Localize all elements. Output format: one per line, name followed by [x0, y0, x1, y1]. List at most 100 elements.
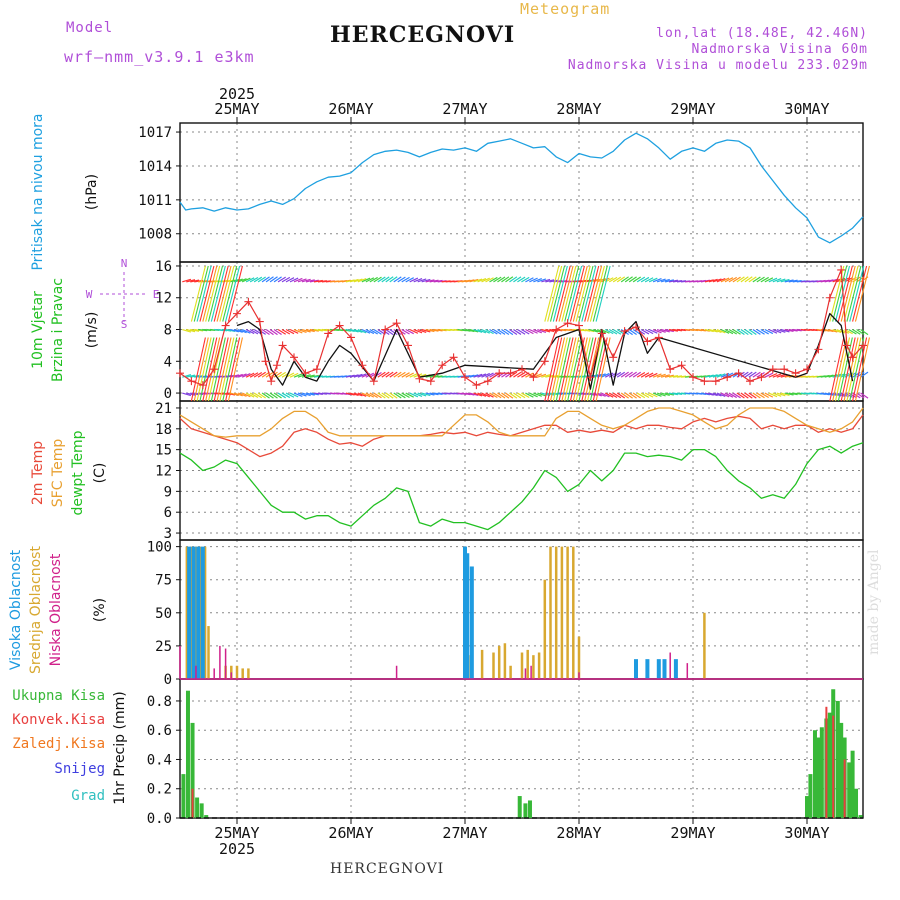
wind-direction-arrow	[652, 392, 662, 397]
wind-speed-marker	[746, 377, 754, 386]
wind-direction-arrow	[393, 392, 402, 399]
wind-direction-arrow	[469, 278, 479, 283]
cloud-low-bar	[395, 665, 398, 679]
wind-direction-arrow	[357, 328, 367, 334]
bottom-date-label: 28MAY	[556, 824, 601, 842]
wind-direction-arrow	[764, 372, 774, 378]
wind-direction-arrow	[768, 328, 778, 334]
wind-direction-arrow	[628, 329, 637, 336]
wind-direction-arrow	[780, 328, 790, 333]
precip-total-bar	[835, 700, 840, 818]
wind-direction-arrow	[620, 371, 629, 378]
wind-speed-marker	[495, 369, 504, 378]
wind-direction-arrow	[824, 328, 834, 333]
wind-direction-arrow	[401, 328, 410, 335]
wind-direction-arrow	[281, 276, 291, 283]
wind-direction-arrow	[604, 392, 614, 398]
wind-direction-arrow	[393, 371, 402, 378]
wind-direction-arrow	[784, 328, 794, 333]
wind-direction-arrow	[261, 329, 270, 336]
wind-direction-arrow	[501, 392, 510, 399]
wind-direction-arrow	[760, 392, 769, 398]
wind-direction-arrow	[413, 277, 423, 283]
cloud-low-bar	[686, 663, 689, 679]
altitude-label: Nadmorska Visina 60m	[691, 42, 868, 57]
wind-direction-arrow	[652, 278, 662, 283]
wind-hatch-line	[840, 265, 856, 322]
wind-hatch-line	[567, 265, 583, 322]
wind-speed-marker	[609, 353, 618, 362]
wind-hatch-line	[202, 265, 218, 322]
wind-direction-arrow	[373, 276, 382, 283]
wind-direction-arrow	[485, 392, 494, 398]
compass-west-label: W	[86, 288, 93, 301]
wind-direction-arrow	[716, 373, 726, 378]
wind-direction-arrow	[716, 277, 726, 283]
wind-direction-arrow	[401, 276, 410, 283]
precip-total-bar	[816, 737, 821, 818]
wind-direction-arrow	[724, 372, 734, 378]
precip-total-bar	[827, 712, 832, 818]
wind-direction-arrow	[828, 328, 838, 333]
wind-direction-arrow	[297, 328, 307, 334]
temp-unit: (C)	[92, 463, 108, 484]
wind-direction-arrow	[776, 392, 786, 397]
wind-direction-arrow	[289, 328, 299, 334]
wind-direction-arrow	[652, 328, 662, 334]
bottom-date-label: 30MAY	[784, 824, 829, 842]
wind-direction-arrow	[708, 392, 718, 397]
wind-direction-arrow	[517, 392, 526, 399]
wind-speed-marker	[210, 365, 219, 374]
wind-direction-arrow	[549, 392, 559, 396]
cloud-mid-bar	[549, 546, 552, 679]
wind-direction-arrow	[509, 276, 518, 283]
wind-direction-arrow	[245, 328, 255, 335]
wind-hatch-line	[558, 337, 574, 402]
wind-direction-arrow	[309, 374, 319, 378]
wind-hatch-line	[840, 337, 856, 402]
wind-hatch-line	[210, 265, 226, 322]
wind-unit: (m/s)	[84, 312, 100, 349]
wind-direction-arrow	[361, 328, 371, 334]
y-tick-label: 0	[164, 672, 172, 688]
wind-direction-arrow	[656, 328, 666, 333]
cloud-high-bar	[634, 659, 638, 679]
wind-direction-arrow	[421, 278, 431, 283]
pressure-title: Pritisak na nivou mora	[30, 113, 46, 270]
wind-direction-arrow	[744, 371, 753, 378]
wind-direction-arrow	[604, 372, 614, 378]
wind-hatch-line	[205, 265, 221, 322]
wind-direction-arrow	[385, 276, 394, 283]
wind-direction-arrow	[493, 276, 502, 283]
wind-direction-arrow	[612, 392, 622, 399]
y-tick-label: 4	[164, 354, 172, 370]
precip-frozen-title: Zaledj.Kisa	[12, 736, 105, 752]
wind-direction-arrow	[433, 328, 443, 332]
wind-hatch-line	[595, 337, 611, 402]
compass-east-label: E	[153, 288, 160, 301]
wind-direction-arrow	[237, 392, 247, 397]
precip-total-bar	[204, 815, 209, 818]
wind-speed-marker	[575, 321, 583, 330]
wind-direction-arrow	[253, 371, 263, 378]
wind-direction-arrow	[405, 277, 414, 283]
wind-direction-arrow	[664, 392, 674, 396]
wind-direction-arrow	[241, 372, 251, 378]
wind-hatch-line	[219, 337, 235, 402]
wind-direction-arrow	[429, 279, 439, 283]
wind-direction-arrow	[285, 328, 295, 335]
wind-direction-arrow	[413, 392, 423, 397]
wind-hatch-line	[216, 337, 232, 402]
wind-direction-arrow	[265, 329, 274, 336]
wind-direction-arrow	[353, 328, 363, 333]
cloud-low-bar	[524, 668, 527, 679]
wind-direction-arrow	[668, 328, 679, 332]
wind-direction-arrow	[489, 328, 498, 335]
wind-speed-marker	[666, 365, 675, 374]
wind-direction-arrow	[289, 392, 299, 398]
wind-direction-arrow	[409, 372, 419, 378]
wind-direction-arrow	[377, 392, 386, 399]
wind-speed-marker	[506, 369, 515, 378]
wind-direction-arrow	[644, 392, 654, 398]
wind-direction-arrow	[353, 373, 363, 378]
